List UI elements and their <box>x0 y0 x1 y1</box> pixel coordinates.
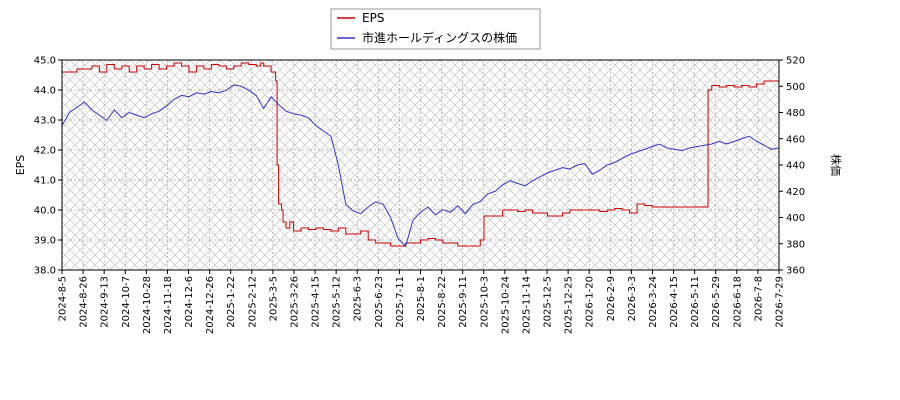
x-axis: 2024-8-5 2024-8-26 2024-9-13 2024-10-7 2024-… <box>58 270 786 334</box>
x-tick-label: 2025-3-5 <box>268 276 279 321</box>
y-right-tick-label: 360 <box>786 266 805 277</box>
x-tick-label: 2026-3-3 <box>627 276 638 321</box>
x-tick-label: 2024-10-28 <box>142 276 153 334</box>
x-tick-label: 2025-10-3 <box>479 276 490 328</box>
y-left-tick-label: 43.0 <box>34 116 56 127</box>
x-tick-label: 2025-3-26 <box>289 276 300 328</box>
y-right-tick-label: 420 <box>786 187 805 198</box>
y-left-tick-label: 41.0 <box>34 176 56 187</box>
y-right-tick-label: 460 <box>786 134 805 145</box>
y-left-tick-label: 44.0 <box>34 86 56 97</box>
y-right-label: 株価 <box>829 154 843 176</box>
y-right-tick-label: 520 <box>786 56 805 67</box>
y-left-tick-label: 39.0 <box>34 236 56 247</box>
y-right-tick-label: 380 <box>786 239 805 250</box>
x-tick-label: 2026-5-11 <box>690 276 701 328</box>
x-tick-label: 2025-5-12 <box>332 276 343 328</box>
y-right-tick-label: 480 <box>786 108 805 119</box>
x-tick-label: 2024-8-5 <box>58 276 69 321</box>
x-tick-label: 2025-4-15 <box>311 276 322 328</box>
series-line-price <box>61 84 780 248</box>
x-tick-label: 2025-8-22 <box>437 276 448 328</box>
y-left-tick-label: 38.0 <box>34 266 56 277</box>
y-left-tick-label: 42.0 <box>34 146 56 157</box>
x-tick-label: 2025-1-22 <box>226 276 237 328</box>
x-tick-label: 2024-9-13 <box>100 276 111 328</box>
right-axis: 360 380 400 420 440 460 480 500 520 <box>779 56 805 277</box>
y-right-tick-label: 440 <box>786 161 805 172</box>
x-tick-label: 2024-8-26 <box>79 276 90 328</box>
x-tick-label: 2024-12-26 <box>205 276 216 334</box>
left-axis: 38.0 39.0 40.0 41.0 42.0 43.0 44.0 45.0 <box>34 56 62 277</box>
legend-box <box>330 8 541 50</box>
x-tick-label: 2026-2-9 <box>606 276 617 321</box>
series-line-eps <box>62 62 779 247</box>
x-tick-label: 2024-12-6 <box>184 276 195 328</box>
x-tick-label: 2026-1-20 <box>585 276 596 328</box>
y-right-tick-label: 400 <box>786 213 805 224</box>
x-tick-label: 2025-6-23 <box>374 276 385 328</box>
y-left-tick-label: 45.0 <box>34 56 56 67</box>
x-tick-label: 2026-3-24 <box>648 276 659 328</box>
legend-label-eps: EPS <box>362 11 384 25</box>
x-tick-label: 2025-12-5 <box>543 276 554 328</box>
x-tick-label: 2025-8-1 <box>416 276 427 321</box>
y-left-label: EPS <box>14 155 27 176</box>
x-tick-label: 2026-7-8 <box>753 276 764 321</box>
series-layer <box>61 62 780 248</box>
y-left-tick-label: 40.0 <box>34 206 56 217</box>
x-tick-label: 2025-9-11 <box>458 276 469 328</box>
x-tick-label: 2025-11-14 <box>521 276 532 334</box>
x-tick-label: 2025-10-24 <box>500 276 511 334</box>
x-tick-label: 2025-6-3 <box>353 276 364 321</box>
x-tick-label: 2026-7-29 <box>775 276 786 328</box>
x-tick-label: 2024-11-18 <box>163 276 174 334</box>
x-tick-label: 2026-6-18 <box>732 276 743 328</box>
x-tick-label: 2026-5-29 <box>711 276 722 328</box>
legend-label-price: 市進ホールディングスの株価 <box>362 30 517 45</box>
legend: EPS 市進ホールディングスの株価 <box>330 8 541 50</box>
x-tick-label: 2025-12-25 <box>564 276 575 334</box>
x-tick-label: 2026-4-15 <box>669 276 680 328</box>
x-tick-label: 2024-10-7 <box>121 276 132 328</box>
y-right-tick-label: 500 <box>786 82 805 93</box>
x-tick-label: 2025-2-12 <box>247 276 258 328</box>
x-tick-label: 2025-7-11 <box>395 276 406 328</box>
